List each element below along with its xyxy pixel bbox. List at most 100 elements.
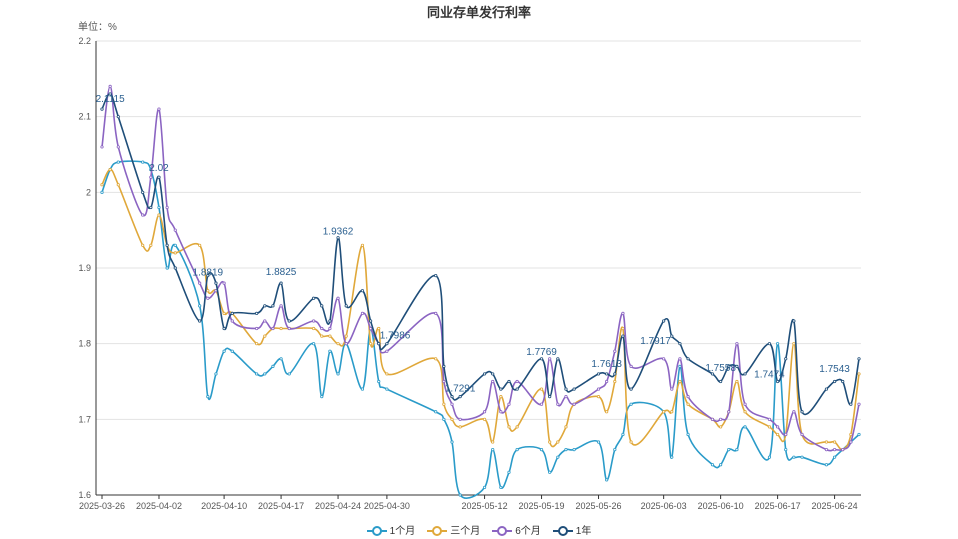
data-point bbox=[662, 410, 666, 414]
x-tick-label: 2025-06-24 bbox=[812, 501, 858, 511]
data-point bbox=[312, 319, 316, 323]
data-point bbox=[548, 395, 552, 399]
data-point bbox=[141, 213, 145, 217]
data-point bbox=[100, 190, 104, 194]
data-point bbox=[841, 379, 845, 384]
data-point bbox=[222, 281, 226, 285]
grid-layer bbox=[96, 40, 861, 420]
data-point bbox=[719, 463, 723, 467]
legend-swatch-icon bbox=[427, 526, 448, 537]
data-point bbox=[336, 342, 340, 346]
data-point bbox=[605, 410, 609, 414]
data-point bbox=[458, 417, 462, 421]
data-label: 2.1115 bbox=[96, 94, 126, 105]
data-point bbox=[458, 395, 462, 399]
data-point bbox=[613, 372, 617, 376]
data-point bbox=[613, 447, 617, 452]
data-point bbox=[271, 304, 275, 308]
legend-item-1[interactable]: 1个月 bbox=[366, 522, 415, 537]
series-2 bbox=[100, 168, 861, 452]
axis-layer: 1.6 1.7 1.8 1.9 2 2.1 2.2 2025-03-26 2025-04-02 2… bbox=[78, 36, 861, 511]
data-point bbox=[385, 349, 389, 353]
data-point bbox=[539, 402, 544, 406]
legend-label: 6个月 bbox=[515, 526, 541, 537]
data-point bbox=[279, 281, 283, 285]
data-point bbox=[832, 455, 837, 459]
data-point bbox=[515, 387, 519, 391]
data-point bbox=[320, 326, 324, 331]
chart-title: 同业存单发行利率 bbox=[426, 5, 531, 20]
data-point bbox=[572, 447, 576, 452]
data-point bbox=[100, 107, 104, 111]
legend-item-3[interactable]: 6个月 bbox=[492, 522, 541, 537]
data-point bbox=[849, 440, 853, 444]
data-point bbox=[198, 281, 202, 285]
data-point bbox=[735, 447, 739, 452]
data-point bbox=[482, 417, 487, 421]
data-point bbox=[360, 289, 365, 293]
data-point bbox=[735, 379, 739, 384]
data-label: 1.8825 bbox=[266, 267, 297, 278]
data-point bbox=[556, 455, 560, 459]
y-tick-label: 2.2 bbox=[78, 36, 91, 46]
x-tick-label: 2025-05-26 bbox=[576, 501, 622, 511]
data-point bbox=[686, 357, 690, 361]
data-point bbox=[369, 342, 373, 346]
data-point bbox=[629, 387, 633, 391]
data-point bbox=[450, 440, 454, 444]
data-point bbox=[629, 364, 633, 368]
data-point bbox=[621, 311, 625, 315]
data-label: 1.7474 bbox=[754, 369, 785, 380]
data-point bbox=[629, 440, 633, 444]
series-1 bbox=[100, 160, 861, 499]
data-point bbox=[173, 228, 177, 232]
legend-item-4[interactable]: 1年 bbox=[552, 522, 592, 537]
data-point bbox=[662, 319, 666, 323]
data-point bbox=[442, 402, 446, 406]
data-point bbox=[100, 183, 104, 187]
data-point bbox=[173, 266, 177, 270]
data-point bbox=[165, 243, 169, 247]
legend-item-2[interactable]: 三个月 bbox=[427, 522, 480, 537]
data-point bbox=[434, 410, 438, 414]
data-point bbox=[206, 296, 210, 300]
data-point bbox=[507, 379, 511, 384]
x-tick-label: 2025-05-19 bbox=[519, 501, 565, 511]
data-point bbox=[450, 417, 454, 421]
data-point bbox=[792, 342, 796, 346]
data-point bbox=[719, 425, 723, 429]
data-point bbox=[596, 440, 601, 444]
data-point bbox=[792, 319, 796, 323]
data-point bbox=[776, 379, 780, 384]
x-tick-label: 2025-06-17 bbox=[755, 501, 801, 511]
legend-label: 1年 bbox=[575, 526, 592, 537]
data-point bbox=[605, 478, 609, 482]
y-tick-label: 2 bbox=[86, 187, 91, 197]
data-point bbox=[165, 266, 169, 270]
data-point bbox=[515, 447, 519, 452]
data-point bbox=[328, 326, 332, 331]
data-point bbox=[344, 342, 348, 346]
data-point bbox=[377, 342, 381, 346]
data-point bbox=[336, 236, 340, 240]
data-point bbox=[328, 319, 332, 323]
data-point bbox=[800, 410, 804, 414]
data-point bbox=[214, 372, 218, 376]
data-point bbox=[198, 319, 202, 323]
data-point bbox=[596, 372, 601, 376]
data-point bbox=[157, 205, 161, 210]
data-point bbox=[678, 357, 682, 361]
data-point bbox=[173, 251, 177, 255]
x-tick-label: 2025-04-10 bbox=[201, 501, 247, 511]
data-point bbox=[255, 326, 259, 331]
x-tick-label: 2025-06-10 bbox=[698, 501, 744, 511]
data-point bbox=[767, 342, 772, 346]
data-point bbox=[767, 417, 772, 421]
data-point bbox=[230, 311, 234, 315]
data-point bbox=[206, 395, 210, 399]
data-point bbox=[824, 463, 829, 467]
data-label: 1.7613 bbox=[591, 359, 622, 370]
data-point bbox=[832, 440, 837, 444]
data-point bbox=[271, 364, 275, 368]
data-point bbox=[743, 402, 747, 406]
